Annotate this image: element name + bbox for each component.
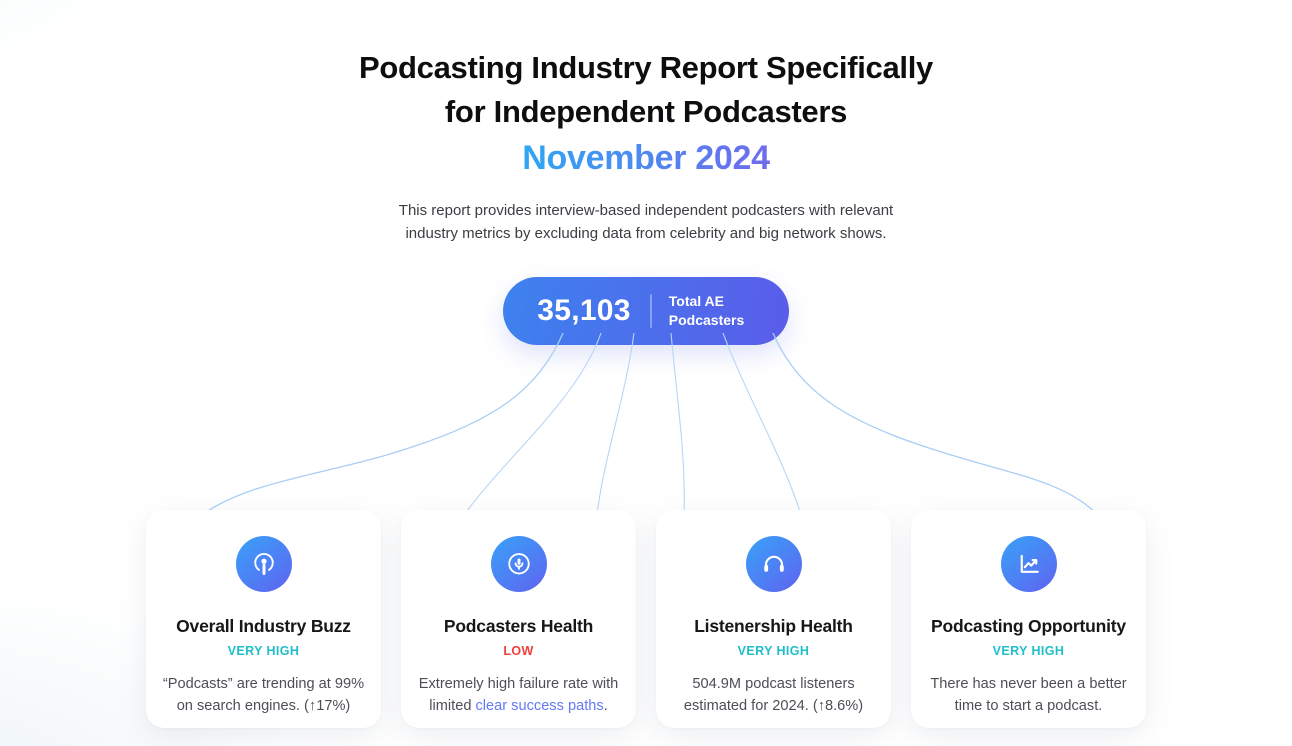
card-listenership-health: Listenership Health VERY HIGH 504.9M pod…	[656, 510, 891, 728]
report-description: This report provides interview-based ind…	[398, 202, 894, 243]
card-description: Extremely high failure rate with limited…	[401, 674, 636, 718]
card-podcasters-health: Podcasters Health LOW Extremely high fai…	[401, 510, 636, 728]
connector-lines	[201, 333, 1099, 515]
total-podcasters-pill: 35,103 Total AE Podcasters	[503, 276, 789, 345]
card-podcasting-opportunity: Podcasting Opportunity VERY HIGH There h…	[911, 510, 1146, 728]
status-badge: VERY HIGH	[737, 644, 810, 658]
status-badge: VERY HIGH	[227, 644, 300, 658]
card-title: Overall Industry Buzz	[176, 616, 351, 636]
card-description: “Podcasts” are trending at 99% on search…	[162, 676, 365, 714]
microphone-icon	[490, 536, 547, 592]
page-title-line2: for Independent Podcasters	[444, 94, 848, 129]
desc-prefix: Extremely high failure rate with limited	[418, 676, 619, 714]
card-title: Podcasters Health	[443, 616, 594, 636]
card-description: There has never been a better time to st…	[930, 676, 1127, 714]
page-title: Podcasting Industry Report Specifically …	[0, 46, 1292, 134]
total-podcasters-label: Total AE Podcasters	[668, 293, 745, 328]
status-badge: VERY HIGH	[992, 644, 1065, 658]
stat-pill-container: 35,103 Total AE Podcasters	[0, 276, 1292, 345]
card-overall-industry-buzz: Overall Industry Buzz VERY HIGH “Podcast…	[146, 510, 381, 728]
headphones-icon	[745, 536, 802, 592]
total-podcasters-value: 35,103	[537, 293, 631, 327]
chart-up-icon	[1000, 536, 1057, 592]
clear-success-paths-link[interactable]: clear success paths	[475, 697, 604, 714]
card-title: Listenership Health	[694, 616, 853, 636]
metric-cards-row: Overall Industry Buzz VERY HIGH “Podcast…	[0, 510, 1292, 728]
report-date: November 2024	[522, 139, 770, 177]
pill-divider	[649, 293, 652, 328]
podcast-icon	[235, 536, 292, 592]
report-header: Podcasting Industry Report Specifically …	[0, 0, 1292, 246]
card-title: Podcasting Opportunity	[931, 616, 1126, 636]
status-badge: LOW	[503, 644, 534, 658]
page-title-line1: Podcasting Industry Report Specifically	[359, 50, 933, 85]
desc-suffix: .	[603, 697, 608, 714]
card-description: 504.9M podcast listeners estimated for 2…	[683, 676, 864, 714]
